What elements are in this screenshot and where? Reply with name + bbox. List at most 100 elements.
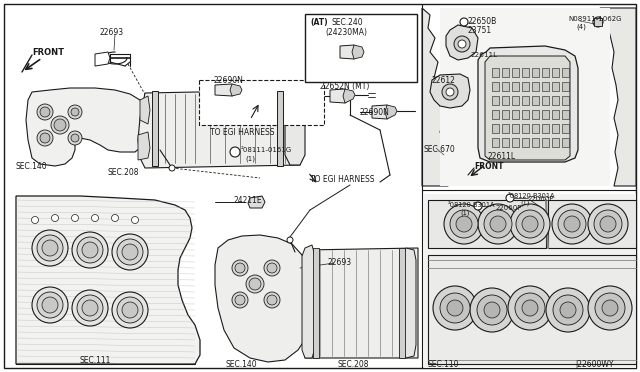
Bar <box>492 124 499 133</box>
Polygon shape <box>430 74 470 108</box>
Text: 22611L: 22611L <box>470 52 497 58</box>
Polygon shape <box>230 84 242 96</box>
Circle shape <box>40 133 50 143</box>
Circle shape <box>42 240 58 256</box>
Circle shape <box>230 147 240 157</box>
Text: 22693: 22693 <box>100 28 124 37</box>
Text: N08911-1062G: N08911-1062G <box>568 16 621 22</box>
Bar <box>512 138 519 147</box>
Bar <box>502 96 509 105</box>
Polygon shape <box>403 248 416 358</box>
Bar <box>512 68 519 77</box>
Circle shape <box>82 300 98 316</box>
Polygon shape <box>478 46 578 162</box>
Bar <box>542 96 549 105</box>
Circle shape <box>470 288 514 332</box>
Polygon shape <box>16 196 200 364</box>
Bar <box>552 138 559 147</box>
Bar <box>492 96 499 105</box>
Text: SEC.111: SEC.111 <box>79 356 111 365</box>
Text: 22652N (MT): 22652N (MT) <box>320 82 369 91</box>
Circle shape <box>82 242 98 258</box>
Circle shape <box>553 295 583 325</box>
Circle shape <box>264 292 280 308</box>
Bar <box>399 248 405 358</box>
Bar <box>562 138 569 147</box>
Polygon shape <box>302 245 316 358</box>
Text: ²08120-B301A: ²08120-B301A <box>448 202 495 208</box>
Bar <box>562 110 569 119</box>
Bar <box>512 110 519 119</box>
Circle shape <box>42 297 58 313</box>
Bar <box>522 82 529 91</box>
Circle shape <box>112 292 148 328</box>
Text: SEC.208: SEC.208 <box>338 360 369 369</box>
Circle shape <box>588 286 632 330</box>
Circle shape <box>232 260 248 276</box>
Polygon shape <box>140 96 150 124</box>
Circle shape <box>235 263 245 273</box>
Circle shape <box>454 36 470 52</box>
Bar <box>492 138 499 147</box>
Circle shape <box>456 216 472 232</box>
Circle shape <box>68 131 82 145</box>
Circle shape <box>484 302 500 318</box>
Circle shape <box>77 295 103 321</box>
Bar <box>532 68 539 77</box>
Circle shape <box>478 204 518 244</box>
Bar <box>313 248 319 358</box>
Circle shape <box>32 230 68 266</box>
Circle shape <box>477 295 507 325</box>
Polygon shape <box>440 8 610 186</box>
Bar <box>532 124 539 133</box>
Text: (24230MA): (24230MA) <box>325 28 367 37</box>
Bar <box>522 110 529 119</box>
Circle shape <box>516 210 544 238</box>
Text: 22060P: 22060P <box>528 196 554 202</box>
Polygon shape <box>215 235 312 362</box>
Bar <box>562 124 569 133</box>
Text: 22693: 22693 <box>328 258 352 267</box>
Circle shape <box>37 130 53 146</box>
Circle shape <box>92 215 99 221</box>
Text: SEC.670: SEC.670 <box>424 145 456 154</box>
Polygon shape <box>424 194 636 368</box>
Circle shape <box>68 105 82 119</box>
Polygon shape <box>138 90 300 168</box>
Polygon shape <box>26 88 148 166</box>
Bar <box>522 138 529 147</box>
Bar <box>542 68 549 77</box>
Circle shape <box>508 286 552 330</box>
Circle shape <box>490 216 506 232</box>
Circle shape <box>71 134 79 142</box>
Polygon shape <box>385 105 397 119</box>
Bar <box>522 96 529 105</box>
Circle shape <box>169 165 175 171</box>
Text: FRONT: FRONT <box>474 162 504 171</box>
Circle shape <box>594 210 622 238</box>
Bar <box>522 124 529 133</box>
Circle shape <box>249 278 261 290</box>
Bar <box>594 18 602 26</box>
Circle shape <box>506 194 514 202</box>
Circle shape <box>267 263 277 273</box>
Polygon shape <box>600 8 636 186</box>
Bar <box>502 68 509 77</box>
Text: 22060P: 22060P <box>496 205 522 211</box>
Bar <box>532 82 539 91</box>
Circle shape <box>37 235 63 261</box>
Circle shape <box>31 217 38 224</box>
Bar <box>532 138 539 147</box>
Bar <box>562 82 569 91</box>
Bar <box>542 138 549 147</box>
Circle shape <box>122 302 138 318</box>
Text: 22690N: 22690N <box>360 108 390 117</box>
Circle shape <box>51 116 69 134</box>
Bar <box>532 96 539 105</box>
Bar <box>542 110 549 119</box>
Bar <box>512 124 519 133</box>
Circle shape <box>117 239 143 265</box>
Circle shape <box>588 204 628 244</box>
Text: (4): (4) <box>576 23 586 29</box>
Text: ²08120-B301A: ²08120-B301A <box>508 193 556 199</box>
